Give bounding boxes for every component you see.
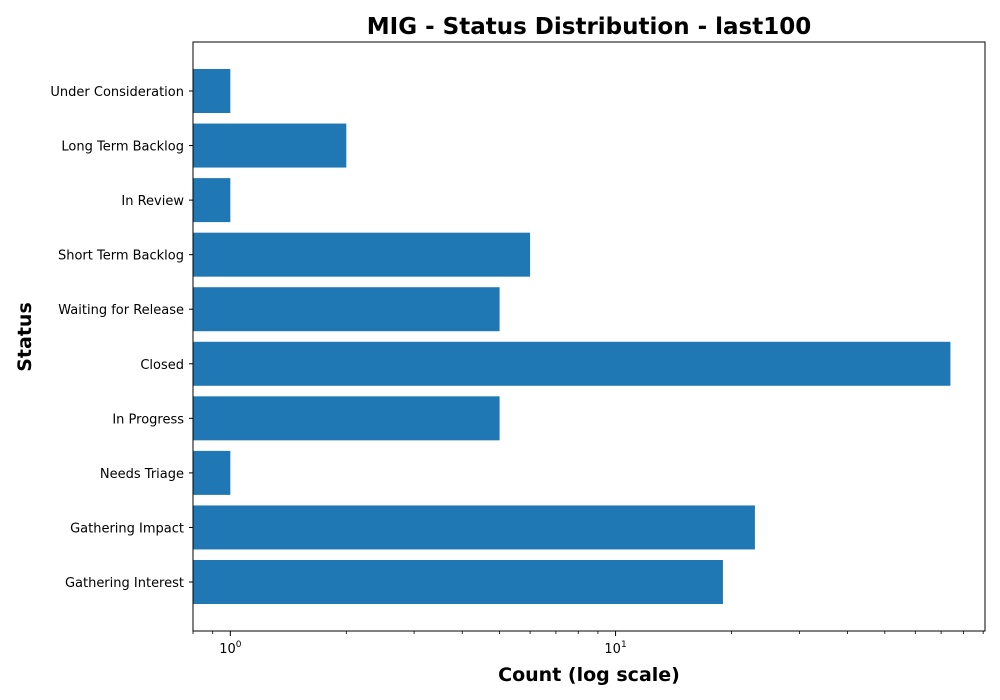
x-axis-ticks: 100 101 [192,631,984,657]
y-tick-label: Gathering Interest [65,576,184,591]
y-axis-label: Status [14,302,36,372]
bar-closed [193,341,951,386]
y-tick-label: Gathering Impact [70,521,184,536]
bar-short-term-backlog [193,232,531,277]
x-tick-label: 101 [604,640,626,657]
y-tick-label: In Progress [112,412,184,427]
bar-in-progress [193,396,500,441]
x-tick-label: 100 [219,640,242,657]
bar-waiting-for-release [193,287,500,332]
y-tick-label: Long Term Backlog [61,140,184,155]
y-tick-label: In Review [121,194,184,209]
x-axis-label: Count (log scale) [498,664,680,686]
bar-long-term-backlog [193,123,347,168]
y-tick-label: Closed [140,358,184,373]
plot-frame [192,41,986,632]
y-tick-label: Under Consideration [50,85,184,100]
bar-gathering-interest [193,560,723,604]
bar-gathering-impact [193,505,755,550]
bar-under-consideration [193,69,231,113]
y-tick-label: Waiting for Release [58,303,184,318]
y-axis-ticks: Under Consideration Long Term Backlog In R… [50,85,193,591]
bar-needs-triage [193,450,231,495]
bars-group [193,69,951,604]
chart-title: MIG - Status Distribution - last100 [367,14,811,40]
y-tick-label: Needs Triage [100,467,184,482]
y-tick-label: Short Term Backlog [58,249,184,264]
bar-in-review [193,178,231,223]
